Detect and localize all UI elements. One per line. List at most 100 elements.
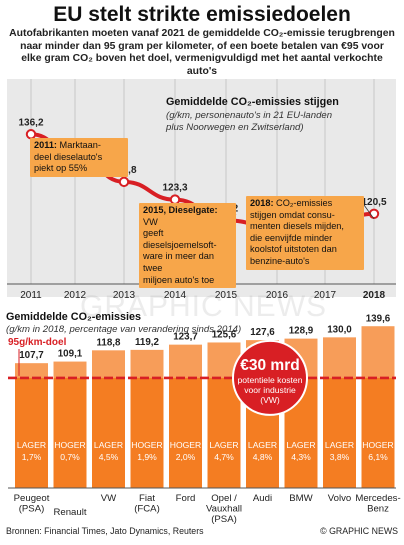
change-direction: HOGER — [54, 440, 86, 450]
annotation-pointer — [363, 204, 375, 220]
reference-label: 95g/km-doel — [8, 337, 67, 348]
category-label: Volvo — [328, 493, 351, 504]
category-label: (FCA) — [134, 504, 160, 515]
cost-badge-text: potentiele kosten — [238, 375, 303, 385]
category-label: Opel / — [211, 493, 237, 504]
annotation-line: menten diesels mijden, — [250, 221, 344, 232]
category-label: VW — [101, 493, 117, 504]
change-direction: HOGER — [131, 440, 163, 450]
subtitle-line: naar minder dan 95 gram per kilometer, o… — [20, 40, 384, 52]
category-label: Vauxhall — [206, 504, 242, 515]
sources: Bronnen: Financial Times, Jato Dynamics,… — [6, 526, 204, 536]
bar-value-label: 139,6 — [366, 313, 391, 324]
change-value: 4,5% — [99, 452, 119, 462]
annotation-line: 2015, Dieselgate: VW — [143, 205, 218, 227]
bar-value-label: 107,7 — [19, 350, 44, 361]
change-direction: HOGER — [362, 440, 394, 450]
watermark: GRAPHIC NEWS — [80, 290, 328, 323]
change-value: 4,3% — [291, 452, 311, 462]
category-label: Audi — [253, 493, 272, 504]
change-value: 4,7% — [214, 452, 234, 462]
bar-value-label: 109,1 — [58, 349, 83, 360]
subtitle-line: elke gram CO₂ boven het doel, vermenigvu… — [21, 53, 383, 77]
bar-value-label: 128,9 — [289, 326, 314, 337]
bar-chart-title: Gemiddelde CO₂-emissies — [6, 311, 142, 323]
bar — [169, 344, 202, 488]
category-label: Mercedes- — [355, 493, 400, 504]
x-tick-label: 2018 — [363, 290, 386, 301]
annotation-line: benzine-auto's — [250, 255, 310, 266]
bar — [130, 349, 164, 488]
cost-badge-text: voor industrie — [244, 385, 296, 395]
bar-value-label: 118,8 — [97, 337, 122, 348]
data-point — [118, 176, 130, 188]
bar-highlight — [323, 337, 356, 378]
data-point — [368, 208, 380, 220]
bar — [92, 350, 125, 488]
change-value: 1,7% — [22, 452, 42, 462]
change-value: 3,8% — [330, 452, 350, 462]
bar-chart: 107,7LAGER1,7%Peugeot(PSA)109,1HOGER0,7%… — [8, 313, 401, 525]
bar-highlight — [130, 349, 164, 378]
bar-highlight — [361, 326, 395, 378]
bar — [361, 326, 395, 488]
bar-value-label: 119,2 — [135, 337, 160, 348]
subtitle-line: Autofabrikanten moeten vanaf 2021 de gem… — [9, 28, 395, 39]
subtitle: Autofabrikanten moeten vanaf 2021 de gem… — [6, 28, 398, 78]
category-label: Benz — [367, 504, 389, 515]
change-value: 0,7% — [60, 452, 80, 462]
change-value: 1,9% — [137, 452, 157, 462]
annotation-2015: 2015, Dieselgate: VW geeft dieselsjoemel… — [139, 203, 236, 289]
x-tick-label: 2014 — [164, 290, 187, 301]
x-tick-label: 2016 — [266, 290, 289, 301]
line-chart-note: (g/km, personenauto's in 21 EU-landen pl… — [166, 110, 332, 134]
annotation-line: 2011: Marktaan- — [34, 140, 101, 150]
page-title: EU stelt strikte emissiedoelen — [53, 3, 351, 26]
category-label: BMW — [289, 493, 313, 504]
x-tick-label: 2015 — [215, 290, 238, 301]
credit: © GRAPHIC NEWS — [320, 526, 398, 536]
change-direction: LAGER — [325, 440, 354, 450]
category-label: Peugeot — [14, 493, 50, 504]
change-direction: LAGER — [248, 440, 277, 450]
annotation-line: stijgen omdat consu- — [250, 209, 335, 220]
category-label: Renault — [53, 507, 86, 518]
cost-badge-amount: €30 mrd — [240, 357, 299, 374]
change-direction: HOGER — [170, 440, 202, 450]
change-value: 4,8% — [253, 452, 273, 462]
line-chart-title: Gemiddelde CO₂-emissies stijgen — [166, 96, 339, 108]
line-chart-note-line: plus Noorwegen en Zwitserland) — [166, 122, 304, 133]
category-label: (PSA) — [211, 514, 237, 525]
annotation-line: 2018: CO₂-emissies — [250, 198, 333, 208]
x-tick-label: 2013 — [113, 290, 136, 301]
x-tick-label: 2011 — [20, 290, 42, 301]
category-label: Ford — [176, 493, 196, 504]
annotation-line: geeft dieselsjoemelsoft- — [143, 228, 217, 250]
bar-value-label: 123,7 — [173, 332, 198, 343]
data-label: 123,3 — [162, 183, 187, 194]
category-label: Fiat — [139, 493, 155, 504]
bar-highlight — [15, 363, 48, 378]
annotation-2018: 2018: CO₂-emissies stijgen omdat consu- … — [246, 196, 364, 270]
data-label: 136,2 — [18, 117, 43, 128]
category-label: (PSA) — [19, 504, 45, 515]
annotation-line: die eenvijfde minder — [250, 232, 333, 243]
bar — [323, 337, 356, 488]
bar-value-label: 127,6 — [250, 327, 275, 338]
change-direction: LAGER — [286, 440, 315, 450]
annotation-line: koolstof uitstoten dan — [250, 244, 337, 255]
bar — [15, 363, 48, 488]
annotation-2011: 2011: Marktaan- deel dieselauto's piekt … — [30, 138, 128, 177]
annotation-line: piekt op 55% — [34, 163, 88, 174]
change-direction: LAGER — [17, 440, 46, 450]
x-tick-label: 2017 — [314, 290, 337, 301]
bar-chart-note: (g/km in 2018, percentage van veranderin… — [6, 324, 242, 335]
change-direction: LAGER — [94, 440, 123, 450]
cost-badge — [232, 339, 308, 416]
cost-badge-text: (VW) — [260, 395, 280, 405]
change-value: 6,1% — [368, 452, 388, 462]
change-value: 2,0% — [176, 452, 196, 462]
data-label: 120,5 — [361, 197, 386, 208]
annotation-line: ware in meer dan twee — [143, 251, 214, 273]
